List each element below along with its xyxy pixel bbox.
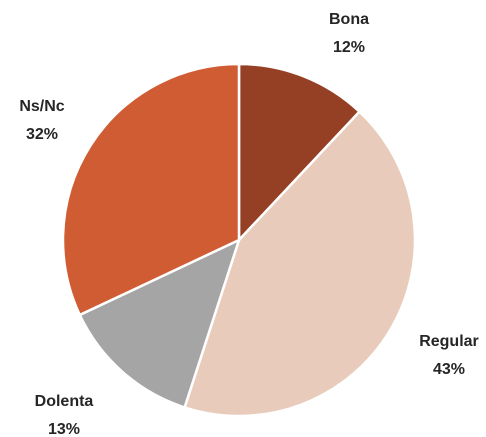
slice-label: Bona	[329, 11, 369, 28]
slice-label: Dolenta	[35, 393, 94, 410]
pie-slice	[61, 62, 241, 317]
pie-slice	[78, 237, 242, 409]
pie-slice	[237, 62, 362, 244]
slice-value-label: 13%	[48, 421, 80, 437]
slice-value-label: 43%	[433, 361, 465, 378]
slice-label: Ns/Nc	[19, 98, 64, 115]
slice-value-label: 32%	[26, 126, 58, 143]
pie-slice	[183, 109, 417, 418]
slice-label: Regular	[419, 333, 479, 350]
slice-value-label: 12%	[333, 39, 365, 56]
